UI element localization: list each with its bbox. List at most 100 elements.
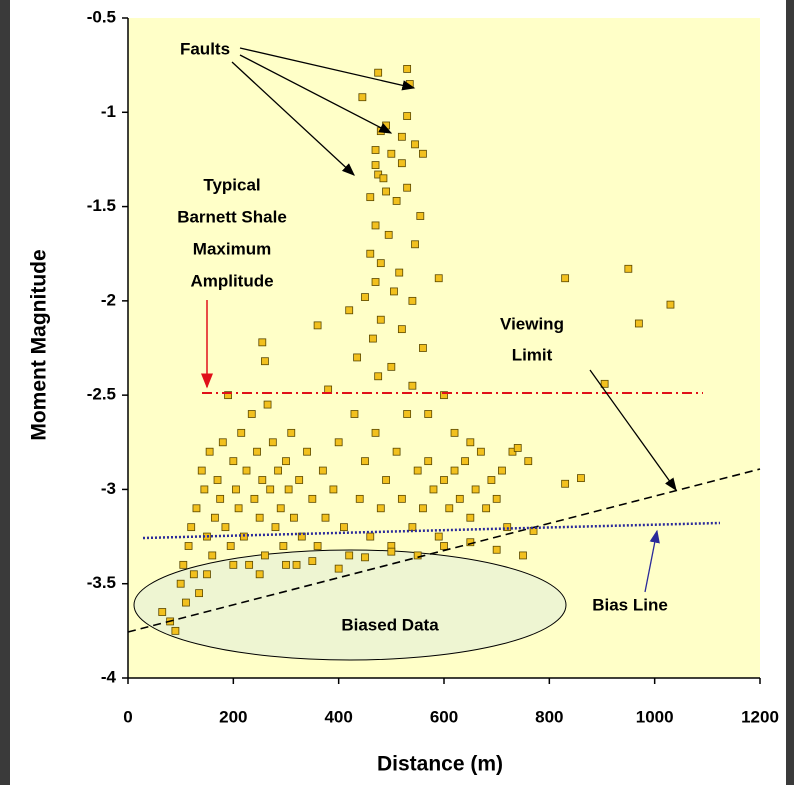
x-tick-label: 200	[219, 707, 247, 726]
point	[461, 457, 469, 466]
point	[255, 570, 264, 579]
point	[403, 183, 412, 192]
point	[366, 193, 375, 202]
point	[284, 485, 293, 494]
point	[297, 532, 306, 541]
point	[340, 523, 348, 532]
point	[379, 174, 388, 183]
x-tick-label: 0	[123, 707, 132, 726]
point	[382, 476, 390, 484]
point	[561, 274, 570, 283]
point	[158, 608, 167, 616]
point	[200, 485, 209, 494]
point	[413, 551, 422, 560]
point	[361, 457, 369, 466]
annotation: Limit	[512, 345, 553, 364]
point	[184, 542, 193, 550]
point	[245, 560, 254, 569]
point	[411, 240, 419, 249]
point	[416, 212, 425, 220]
point	[182, 598, 190, 607]
point	[179, 560, 188, 569]
point	[429, 485, 438, 494]
point	[408, 296, 417, 305]
point	[266, 485, 275, 494]
point	[424, 410, 433, 418]
point	[187, 523, 196, 532]
point	[334, 564, 343, 573]
annotation: Maximum	[193, 239, 271, 258]
point	[308, 494, 317, 503]
point	[258, 338, 267, 347]
point	[419, 344, 427, 352]
point	[229, 560, 238, 569]
point	[192, 504, 201, 513]
annotation: Barnett Shale	[177, 207, 287, 226]
annotation: Amplitude	[190, 271, 273, 290]
y-tick-label: -2	[101, 290, 116, 309]
x-tick-label: 1200	[741, 707, 779, 726]
point	[208, 551, 217, 560]
point	[221, 523, 230, 532]
arrow	[239, 54, 393, 134]
point	[466, 513, 475, 522]
annotation: Typical	[203, 175, 260, 194]
x-tick-label: 800	[535, 707, 563, 726]
point	[368, 334, 377, 343]
point	[476, 447, 485, 456]
biased-ellipse	[133, 549, 567, 661]
point	[408, 523, 417, 532]
point	[666, 300, 675, 309]
point	[524, 457, 533, 466]
point	[189, 570, 198, 579]
point	[216, 494, 225, 503]
point	[329, 485, 338, 494]
point	[471, 485, 480, 494]
point	[513, 444, 522, 452]
y-tick-label: -3.5	[87, 573, 116, 592]
point	[395, 268, 404, 277]
point	[503, 523, 512, 532]
point	[498, 466, 506, 475]
point	[397, 132, 406, 141]
point	[247, 410, 256, 418]
point	[397, 159, 406, 168]
y-tick-label: -0.5	[87, 7, 116, 26]
point	[482, 504, 491, 513]
point	[434, 532, 443, 541]
y-tick-label: -3	[101, 479, 116, 498]
point	[237, 428, 246, 437]
point	[350, 410, 359, 418]
point	[279, 542, 288, 550]
point	[440, 542, 448, 550]
point	[226, 542, 235, 550]
point	[345, 306, 354, 315]
point	[376, 259, 385, 268]
bias-line	[142, 521, 721, 540]
y-tick-label: -1.5	[87, 196, 116, 215]
arrow	[239, 47, 416, 91]
point	[250, 494, 259, 503]
point	[203, 570, 211, 579]
point	[374, 372, 383, 381]
x-tick-label: 1000	[636, 707, 674, 726]
point	[195, 589, 204, 598]
point	[353, 353, 362, 362]
annotation: Viewing	[500, 314, 564, 333]
point	[176, 579, 185, 588]
point	[440, 391, 448, 400]
point	[253, 447, 261, 456]
point	[366, 249, 375, 258]
point	[371, 161, 380, 169]
point	[371, 428, 380, 437]
point	[289, 513, 298, 522]
point	[232, 485, 240, 494]
point	[255, 513, 264, 522]
point	[408, 381, 417, 390]
point	[634, 319, 643, 328]
point	[371, 278, 380, 286]
point	[466, 538, 475, 547]
annotation: Biased Data	[341, 615, 439, 634]
annotation: Faults	[180, 39, 230, 58]
